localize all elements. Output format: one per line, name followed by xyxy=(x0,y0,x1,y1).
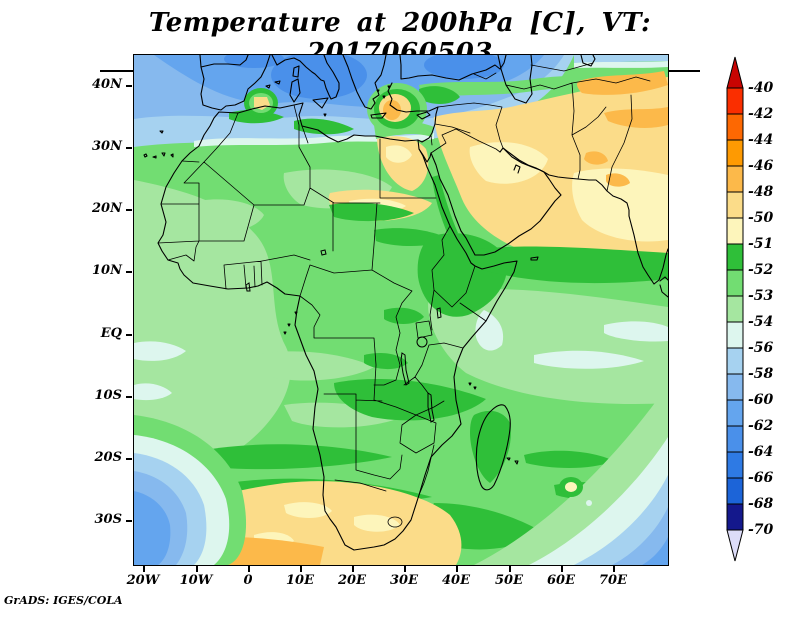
lon-tick-label-40E: 40E xyxy=(442,573,470,588)
lat-tick-10N xyxy=(126,271,132,273)
map-plot xyxy=(133,54,669,566)
lat-tick-label-20N: 20N xyxy=(92,201,122,216)
lon-tick-label-60E: 60E xyxy=(547,573,575,588)
colorbar xyxy=(726,56,744,562)
lat-tick-EQ xyxy=(126,334,132,336)
lon-tick-0 xyxy=(248,566,250,572)
colorbar-cell-6 xyxy=(726,243,744,271)
colorbar-label--54: -54 xyxy=(748,314,774,330)
lat-tick-40N xyxy=(126,85,132,87)
lat-tick-label-30S: 30S xyxy=(94,512,122,527)
lat-tick-30N xyxy=(126,147,132,149)
colorbar-cell-13 xyxy=(726,425,744,453)
colorbar-bottom-triangle xyxy=(726,529,744,562)
lat-tick-label-10S: 10S xyxy=(94,388,122,403)
colorbar-cell-4 xyxy=(726,191,744,219)
colorbar-label--70: -70 xyxy=(748,522,774,538)
colorbar-label--56: -56 xyxy=(748,340,774,356)
country-borders xyxy=(157,62,651,528)
colorbar-label--62: -62 xyxy=(748,418,774,434)
lon-tick-50E xyxy=(509,566,511,572)
colorbar-cell-5 xyxy=(726,217,744,245)
lon-tick-30E xyxy=(404,566,406,572)
lat-tick-label-40N: 40N xyxy=(92,77,122,92)
lat-tick-10S xyxy=(126,396,132,398)
colorbar-label--52: -52 xyxy=(748,262,774,278)
colorbar-cell-15 xyxy=(726,477,744,505)
colorbar-label--50: -50 xyxy=(748,210,774,226)
lat-tick-30S xyxy=(126,520,132,522)
colorbar-label--51: -51 xyxy=(748,236,774,252)
colorbar-label--64: -64 xyxy=(748,444,774,460)
colorbar-cell-7 xyxy=(726,269,744,297)
lon-tick-10W xyxy=(196,566,198,572)
colorbar-label--60: -60 xyxy=(748,392,774,408)
colorbar-label--66: -66 xyxy=(748,470,774,486)
colorbar-cell-11 xyxy=(726,373,744,401)
lat-tick-label-20S: 20S xyxy=(94,450,122,465)
colorbar-label--42: -42 xyxy=(748,106,774,122)
grads-credit: GrADS: IGES/COLA xyxy=(4,594,123,607)
colorbar-cell-3 xyxy=(726,165,744,193)
lat-tick-label-10N: 10N xyxy=(92,263,122,278)
colorbar-cell-16 xyxy=(726,503,744,531)
temperature-contour-map xyxy=(134,55,668,565)
colorbar-cell-1 xyxy=(726,113,744,141)
lon-tick-20E xyxy=(352,566,354,572)
colorbar-cell-14 xyxy=(726,451,744,479)
colorbar-cell-0 xyxy=(726,87,744,115)
colorbar-label--40: -40 xyxy=(748,80,774,96)
field-fills xyxy=(134,55,668,565)
lon-tick-60E xyxy=(561,566,563,572)
lon-tick-label-20W: 20W xyxy=(126,573,160,588)
lat-tick-20N xyxy=(126,209,132,211)
colorbar-cell-12 xyxy=(726,399,744,427)
colorbar-label--58: -58 xyxy=(748,366,774,382)
lon-tick-40E xyxy=(456,566,458,572)
lat-tick-20S xyxy=(126,458,132,460)
colorbar-cell-9 xyxy=(726,321,744,349)
lon-tick-label-10E: 10E xyxy=(286,573,314,588)
lat-tick-label-EQ: EQ xyxy=(100,326,122,341)
colorbar-top-triangle xyxy=(726,56,744,89)
lon-tick-label-50E: 50E xyxy=(495,573,523,588)
lon-tick-label-20E: 20E xyxy=(338,573,366,588)
colorbar-label--46: -46 xyxy=(748,158,774,174)
colorbar-label--48: -48 xyxy=(748,184,774,200)
lon-tick-label-70E: 70E xyxy=(599,573,627,588)
lat-tick-label-30N: 30N xyxy=(92,139,122,154)
colorbar-cell-2 xyxy=(726,139,744,167)
lon-tick-label-10W: 10W xyxy=(179,573,213,588)
colorbar-cell-8 xyxy=(726,295,744,323)
lon-tick-label-30E: 30E xyxy=(390,573,418,588)
colorbar-cell-10 xyxy=(726,347,744,375)
colorbar-label--53: -53 xyxy=(748,288,774,304)
colorbar-label--68: -68 xyxy=(748,496,774,512)
lon-tick-label-0: 0 xyxy=(243,573,253,588)
lon-tick-20W xyxy=(143,566,145,572)
lakes xyxy=(245,249,442,423)
colorbar-label--44: -44 xyxy=(748,132,774,148)
lon-tick-70E xyxy=(613,566,615,572)
lon-tick-10E xyxy=(300,566,302,572)
